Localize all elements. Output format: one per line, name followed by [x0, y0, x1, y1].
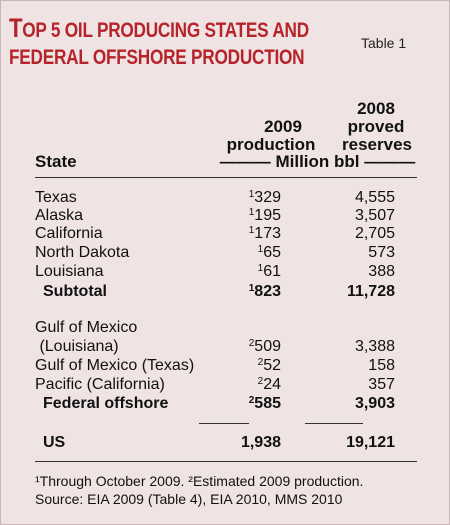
table-row: Louisiana 161 388 [35, 263, 395, 280]
table-row: California 1173 2,705 [35, 225, 395, 242]
table-row: Gulf of Mexico (Texas) 252 158 [35, 357, 395, 374]
header-production-year: 2009 [264, 117, 302, 136]
header-production: production [226, 135, 316, 154]
table-row: (Louisiana) 2509 3,388 [35, 338, 395, 355]
footer-rule [35, 461, 417, 462]
header-reserves: reserves [342, 135, 412, 154]
table-row: Pacific (California) 224 357 [35, 376, 395, 393]
title-line-1: TOP 5 OIL PRODUCING STATES AND [9, 13, 309, 43]
footnote-1: ¹Through October 2009. ²Estimated 2009 p… [35, 473, 364, 489]
table-row: North Dakota 165 573 [35, 244, 395, 261]
table-title: TOP 5 OIL PRODUCING STATES AND FEDERAL O… [9, 15, 309, 71]
federal-offshore-row: Federal offshore 2585 3,903 [43, 395, 395, 412]
footnote-source: Source: EIA 2009 (Table 4), EIA 2010, MM… [35, 491, 343, 507]
production-total-rule [199, 423, 249, 424]
header-reserves-proved: proved [347, 117, 405, 136]
table-row: Texas 1329 4,555 [35, 189, 395, 206]
reserves-total-rule [305, 423, 363, 424]
header-units: ——— Million bbl ——— [219, 152, 416, 171]
us-total-row: US 1,938 19,121 [43, 434, 395, 451]
table-row: Alaska 1195 3,507 [35, 207, 395, 224]
header-state: State [35, 152, 77, 171]
table-row: Gulf of Mexico [35, 319, 138, 336]
subtotal-row: Subtotal 1823 11,728 [43, 283, 395, 300]
header-rule [35, 177, 417, 178]
header-reserves-year: 2008 [357, 99, 395, 118]
title-line-2: FEDERAL OFFSHORE PRODUCTION [9, 46, 305, 69]
table-number-label: Table 1 [361, 35, 407, 51]
